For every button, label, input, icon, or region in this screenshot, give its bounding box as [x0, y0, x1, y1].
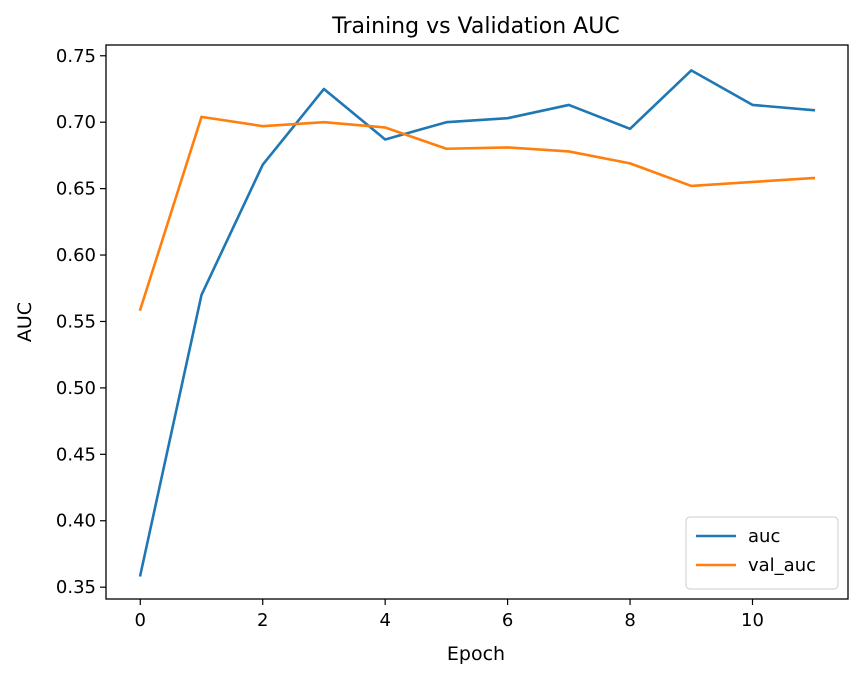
legend: auc val_auc	[685, 516, 839, 590]
y-tick-label: 0.35	[56, 577, 96, 598]
x-tick-label: 10	[741, 610, 764, 631]
chart-title: Training vs Validation AUC	[331, 14, 619, 39]
y-axis: 0.35 0.40 0.45 0.50 0.55 0.60 0.65 0.70 0.75	[56, 46, 106, 598]
x-tick-label: 8	[624, 610, 635, 631]
y-tick-label: 0.75	[56, 46, 96, 67]
axes-frame	[105, 44, 849, 600]
y-tick-label: 0.65	[56, 179, 96, 200]
series-line-auc	[138, 69, 816, 577]
x-tick-label: 2	[257, 610, 268, 631]
y-axis-title: AUC	[14, 302, 36, 342]
y-tick-label: 0.55	[56, 311, 96, 332]
x-tick-label: 0	[135, 610, 146, 631]
y-tick-label: 0.70	[56, 112, 96, 133]
y-tick-label: 0.50	[56, 378, 96, 399]
series-line-val-auc	[138, 115, 816, 312]
x-tick-label: 6	[502, 610, 513, 631]
y-tick-label: 0.40	[56, 511, 96, 532]
x-tick-label: 4	[379, 610, 390, 631]
legend-label-auc: auc	[748, 526, 780, 547]
series-layer	[138, 69, 816, 577]
y-tick-label: 0.45	[56, 444, 96, 465]
y-tick-label: 0.60	[56, 245, 96, 266]
legend-label-val-auc: val_auc	[748, 555, 816, 576]
x-axis: 0 2 4 6 8 10	[135, 599, 764, 631]
x-axis-title: Epoch	[447, 643, 505, 665]
